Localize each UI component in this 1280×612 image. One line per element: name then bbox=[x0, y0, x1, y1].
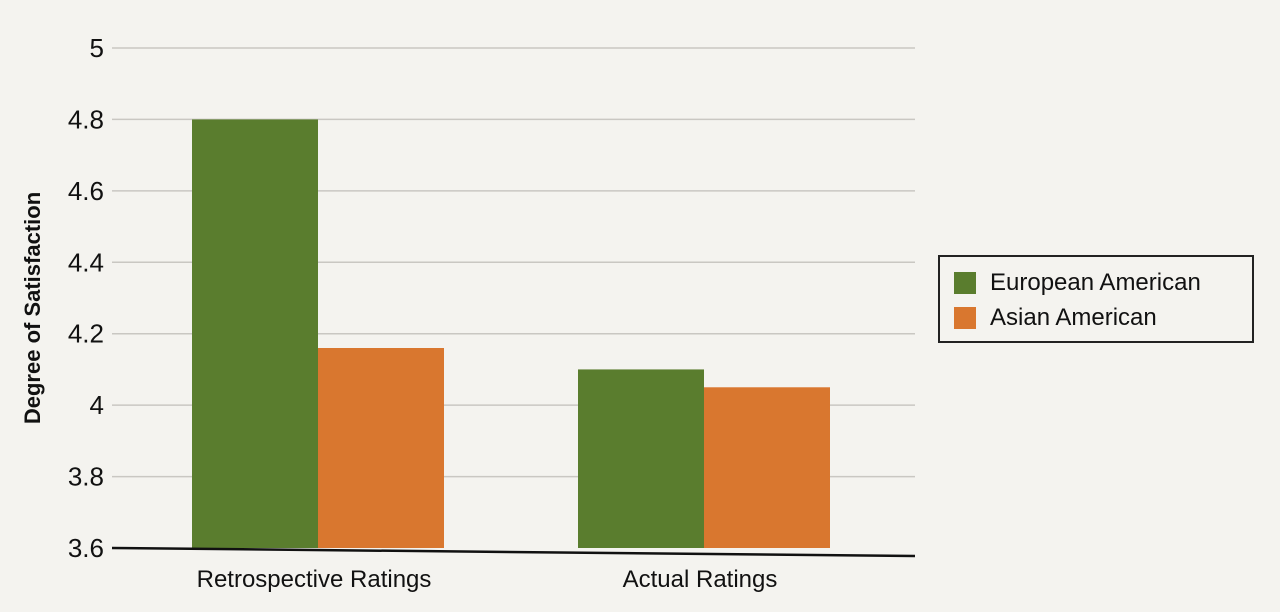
y-tick-label: 3.8 bbox=[68, 462, 104, 492]
category-labels: Retrospective Ratings Actual Ratings bbox=[197, 566, 778, 593]
category-label: Actual Ratings bbox=[623, 566, 778, 593]
y-tick-label: 4 bbox=[90, 390, 104, 420]
legend-item-asian-american: Asian American bbox=[954, 300, 1238, 335]
y-tick-label: 4.6 bbox=[68, 176, 104, 206]
y-tick-label: 4.2 bbox=[68, 319, 104, 349]
y-tick-label: 4.8 bbox=[68, 104, 104, 134]
y-tick-label: 5 bbox=[90, 33, 104, 63]
legend-swatch-european-american bbox=[954, 271, 976, 294]
y-axis-label: Degree of Satisfaction bbox=[20, 192, 45, 424]
y-tick-labels: 3.6 3.8 4 4.2 4.4 4.6 4.8 5 bbox=[68, 33, 104, 563]
legend-label-european-american: European American bbox=[990, 268, 1201, 296]
x-axis-line bbox=[111, 546, 916, 558]
y-tick-label: 4.4 bbox=[68, 247, 104, 277]
category-label: Retrospective Ratings bbox=[197, 566, 432, 593]
legend-swatch-asian-american bbox=[954, 306, 976, 329]
bar-european-american-retrospective-ratings bbox=[192, 119, 318, 548]
legend-label-asian-american: Asian American bbox=[990, 303, 1157, 331]
bar-asian-american-actual-ratings bbox=[704, 387, 830, 548]
bar-asian-american-retrospective-ratings bbox=[318, 348, 444, 548]
legend: European American Asian American bbox=[938, 255, 1254, 343]
bars bbox=[192, 119, 830, 548]
y-tick-label: 3.6 bbox=[68, 533, 104, 563]
legend-item-european-american: European American bbox=[954, 265, 1238, 300]
bar-european-american-actual-ratings bbox=[578, 369, 704, 548]
